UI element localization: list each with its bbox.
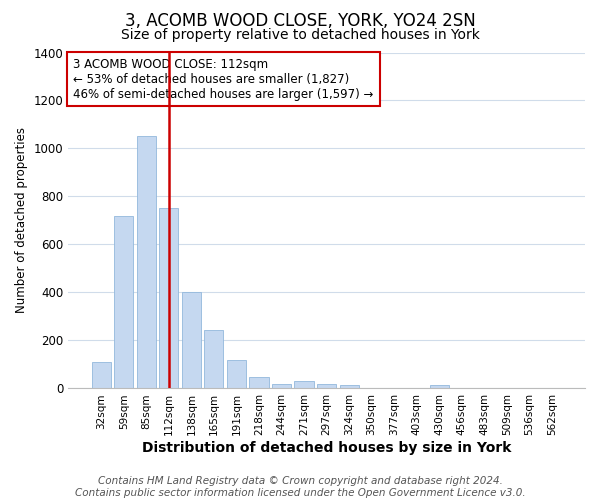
Bar: [137, 136, 156, 388]
Bar: [272, 384, 291, 388]
Bar: [92, 362, 111, 388]
Bar: [227, 360, 246, 388]
Text: 3 ACOMB WOOD CLOSE: 112sqm
← 53% of detached houses are smaller (1,827)
46% of s: 3 ACOMB WOOD CLOSE: 112sqm ← 53% of deta…: [73, 58, 374, 100]
Bar: [317, 384, 336, 388]
Bar: [430, 385, 449, 388]
Bar: [340, 385, 359, 388]
Text: Contains HM Land Registry data © Crown copyright and database right 2024.
Contai: Contains HM Land Registry data © Crown c…: [74, 476, 526, 498]
Bar: [205, 330, 223, 388]
Bar: [182, 292, 201, 388]
X-axis label: Distribution of detached houses by size in York: Distribution of detached houses by size …: [142, 441, 511, 455]
Bar: [295, 382, 314, 388]
Y-axis label: Number of detached properties: Number of detached properties: [15, 128, 28, 314]
Bar: [159, 208, 178, 388]
Bar: [114, 216, 133, 388]
Text: Size of property relative to detached houses in York: Size of property relative to detached ho…: [121, 28, 479, 42]
Bar: [250, 377, 269, 388]
Text: 3, ACOMB WOOD CLOSE, YORK, YO24 2SN: 3, ACOMB WOOD CLOSE, YORK, YO24 2SN: [125, 12, 475, 30]
